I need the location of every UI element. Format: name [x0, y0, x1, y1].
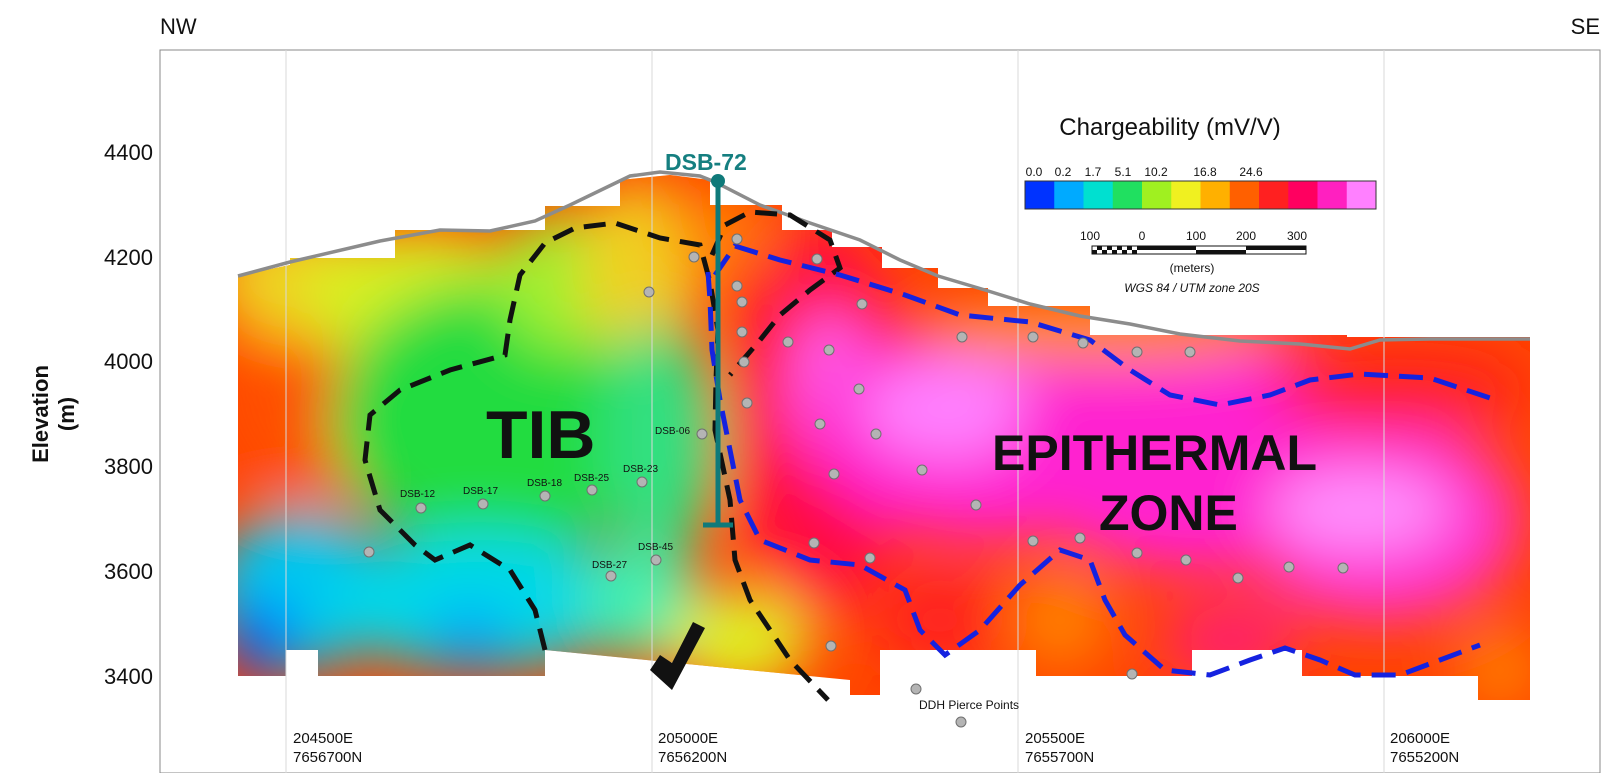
- y-tick-label: 3800: [104, 454, 153, 479]
- hole-label: DSB-17: [463, 486, 498, 497]
- y-axis: 4400 4200 4000 3800 3600 3400: [104, 140, 153, 689]
- scale-segment: [1127, 246, 1132, 250]
- hole-label: DSB-18: [527, 478, 562, 489]
- colorbar-swatch: [1288, 181, 1318, 209]
- svg-text:5.1: 5.1: [1115, 165, 1132, 179]
- tib-label: TIB: [486, 397, 596, 473]
- epithermal-label-line2: ZONE: [1099, 485, 1238, 541]
- map-frame: [159, 49, 1601, 773]
- y-tick-label: 3400: [104, 664, 153, 689]
- svg-text:7655200N: 7655200N: [1390, 749, 1459, 766]
- svg-text:0: 0: [1139, 229, 1146, 243]
- colorbar-swatch: [1083, 181, 1114, 209]
- svg-text:16.8: 16.8: [1193, 165, 1217, 179]
- y-tick-label: 4000: [104, 349, 153, 374]
- y-tick-label: 3600: [104, 559, 153, 584]
- colorbar-swatch: [1025, 181, 1055, 209]
- colorbar-swatch: [1317, 181, 1348, 209]
- hole-labels: DSB-12 DSB-17 DSB-18 DSB-25 DSB-23 DSB-0…: [400, 426, 690, 571]
- scale-bar: 100 0 100 200 300 (meters) WGS 84 / UTM …: [1080, 229, 1307, 295]
- svg-text:7656200N: 7656200N: [658, 749, 727, 766]
- colorbar-swatch: [1259, 181, 1289, 209]
- colorbar-swatch: [1229, 181, 1260, 209]
- scale-segment: [1092, 250, 1097, 254]
- hole-label: DSB-27: [592, 560, 627, 571]
- scale-segment: [1142, 246, 1196, 250]
- svg-text:100: 100: [1080, 229, 1100, 243]
- svg-text:205000E: 205000E: [658, 730, 718, 747]
- chargeability-legend: Chargeability (mV/V) 0.0 0.2 1.7 5.1 10.…: [1024, 114, 1377, 210]
- epithermal-label-line1: EPITHERMAL: [992, 425, 1317, 481]
- scale-segment: [1122, 250, 1127, 254]
- svg-text:24.6: 24.6: [1239, 165, 1263, 179]
- svg-text:206000E: 206000E: [1390, 730, 1450, 747]
- svg-text:Elevation: Elevation: [28, 365, 53, 463]
- drill-hole-label: DSB-72: [665, 149, 747, 175]
- colorbar: [1024, 180, 1377, 210]
- svg-text:10.2: 10.2: [1144, 165, 1168, 179]
- direction-nw: NW: [160, 14, 197, 39]
- svg-text:0.0: 0.0: [1026, 165, 1043, 179]
- svg-text:204500E: 204500E: [293, 730, 353, 747]
- svg-text:100: 100: [1186, 229, 1206, 243]
- scale-segment: [1196, 250, 1246, 254]
- svg-text:0.2: 0.2: [1055, 165, 1072, 179]
- svg-text:300: 300: [1287, 229, 1307, 243]
- down-arrow-icon: [650, 622, 705, 690]
- svg-text:1.7: 1.7: [1085, 165, 1102, 179]
- scale-segment: [1246, 246, 1306, 250]
- colorbar-ticks: 0.0 0.2 1.7 5.1 10.2 16.8 24.6: [1026, 165, 1263, 179]
- colorbar-swatch: [1054, 181, 1084, 209]
- coordinate-gridlines: [285, 50, 1385, 773]
- tib-boundary: [362, 209, 843, 702]
- hole-label: DSB-12: [400, 489, 435, 500]
- scale-frame: [1091, 245, 1307, 255]
- svg-text:7656700N: 7656700N: [293, 749, 362, 766]
- hole-label: DSB-45: [638, 542, 673, 553]
- colorbar-swatch: [1200, 181, 1231, 209]
- colorbar-swatch: [1171, 181, 1201, 209]
- hole-label: DSB-25: [574, 473, 609, 484]
- direction-se: SE: [1571, 14, 1600, 39]
- scale-segment: [1107, 246, 1112, 250]
- drill-hole-dsb-72: [703, 174, 733, 528]
- svg-text:205500E: 205500E: [1025, 730, 1085, 747]
- svg-text:(m): (m): [54, 397, 79, 431]
- colorbar-swatch: [1142, 181, 1172, 209]
- svg-text:(meters): (meters): [1170, 261, 1215, 275]
- svg-text:WGS 84 / UTM zone 20S: WGS 84 / UTM zone 20S: [1124, 281, 1259, 295]
- scale-segment: [1112, 250, 1117, 254]
- topography-line: [237, 170, 1530, 351]
- scale-segment: [1097, 246, 1102, 250]
- pierce-points: [363, 233, 1349, 728]
- svg-text:200: 200: [1236, 229, 1256, 243]
- svg-text:7655700N: 7655700N: [1025, 749, 1094, 766]
- coordinate-labels: 204500E 7656700N 205000E 7656200N 205500E 7…: [293, 730, 1459, 766]
- hole-label: DSB-06: [655, 426, 690, 437]
- y-tick-label: 4400: [104, 140, 153, 165]
- scale-segment: [1132, 250, 1137, 254]
- chargeability-field: [238, 175, 1530, 700]
- colorbar-swatch: [1112, 181, 1143, 209]
- legend-title: Chargeability (mV/V): [1059, 114, 1280, 141]
- scale-segment: [1137, 246, 1142, 250]
- hole-label: DSB-23: [623, 464, 658, 475]
- scale-segment: [1117, 246, 1122, 250]
- scale-segment: [1102, 250, 1107, 254]
- colorbar-swatch: [1346, 181, 1377, 209]
- y-tick-label: 4200: [104, 245, 153, 270]
- y-axis-title: Elevation (m): [28, 365, 79, 463]
- epithermal-boundary: [705, 243, 1491, 678]
- pierce-points-label: DDH Pierce Points: [919, 698, 1019, 712]
- colorbar-frame: [1024, 180, 1377, 210]
